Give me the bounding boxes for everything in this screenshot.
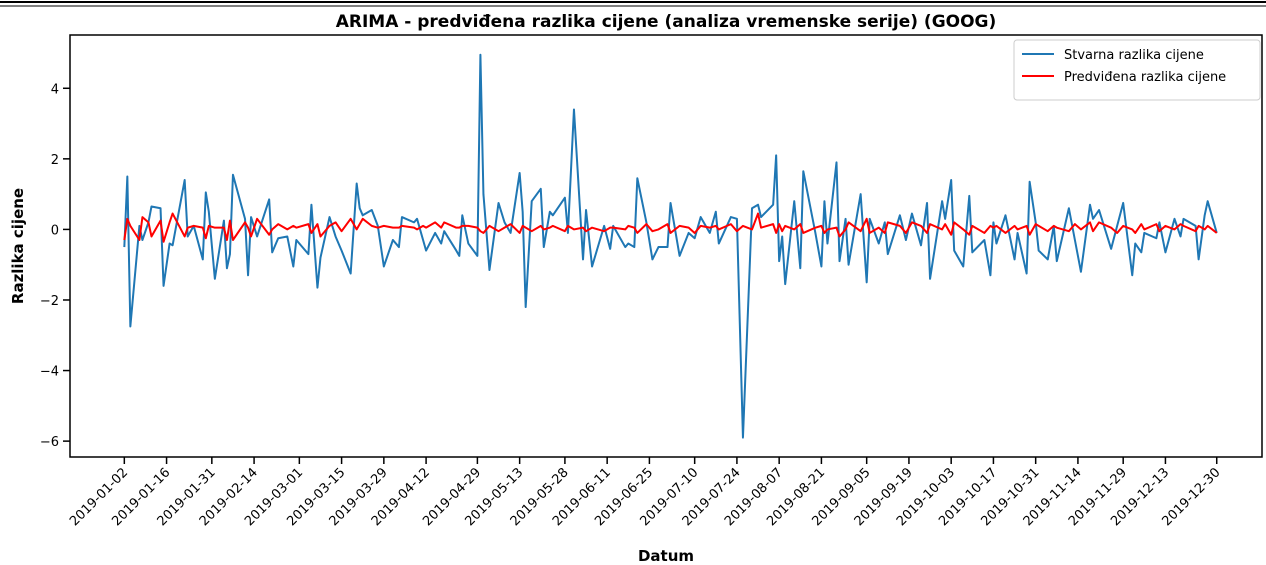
legend-box <box>1013 39 1261 101</box>
x-axis-label: Datum <box>638 547 694 565</box>
legend-label: Stvarna razlika cijene <box>1064 48 1204 63</box>
series-line <box>123 212 1218 243</box>
y-axis-label: Razlika cijene <box>9 188 27 304</box>
y-tick-label: 0 <box>51 223 59 238</box>
y-tick-label: −6 <box>40 435 59 450</box>
y-tick-label: 4 <box>51 82 59 97</box>
y-tick-label: −2 <box>40 294 59 309</box>
plot-frame <box>69 34 1263 458</box>
legend-label: Predviđena razlika cijene <box>1064 70 1226 85</box>
series-line <box>123 53 1218 439</box>
chart-title: ARIMA - predviđena razlika cijene (anali… <box>336 12 997 32</box>
y-tick-label: −4 <box>40 365 59 380</box>
y-tick-label: 2 <box>51 153 59 168</box>
